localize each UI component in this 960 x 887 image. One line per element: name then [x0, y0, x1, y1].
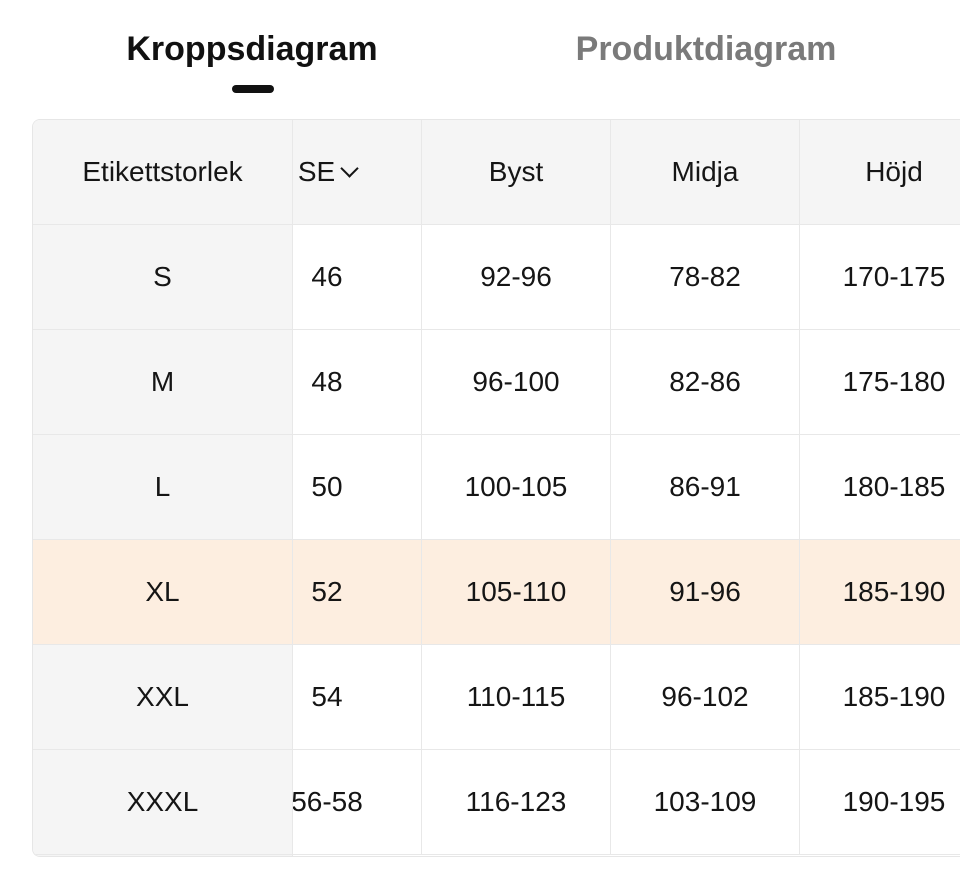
table-row: 50 100-105 86-91 180-185 — [292, 435, 960, 540]
table-cell-se: 48 — [292, 330, 422, 434]
table-cell-byst: 92-96 — [422, 225, 611, 329]
table-row: 48 96-100 82-86 175-180 — [292, 330, 960, 435]
size-label-column: Etikettstorlek S M L XL XXL XXXL — [33, 120, 293, 856]
size-label: XXL — [136, 681, 189, 712]
table-row: XXL — [33, 645, 292, 750]
header-byst: Byst — [422, 120, 611, 224]
table-row: 56-58 116-123 103-109 190-195 — [292, 750, 960, 855]
tab-product-chart[interactable]: Produktdiagram — [575, 30, 837, 68]
table-cell-se: 46 — [292, 225, 422, 329]
table-cell-midja: 96-102 — [611, 645, 800, 749]
table-row: XL — [33, 540, 292, 645]
table-cell-byst: 96-100 — [422, 330, 611, 434]
table-cell-höjd: 185-190 — [800, 540, 960, 644]
table-row: XXXL — [33, 750, 292, 855]
table-cell-höjd: 170-175 — [800, 225, 960, 329]
table-cell-se: 56-58 — [292, 750, 422, 854]
table-row: M — [33, 330, 292, 435]
table-cell-se: 50 — [292, 435, 422, 539]
table-cell-se: 52 — [292, 540, 422, 644]
table-cell-höjd: 175-180 — [800, 330, 960, 434]
table-cell-midja: 86-91 — [611, 435, 800, 539]
table-header-row: Etikettstorlek — [33, 120, 292, 225]
table-cell-byst: 100-105 — [422, 435, 611, 539]
table-cell-midja: 91-96 — [611, 540, 800, 644]
region-selector[interactable]: SE — [292, 120, 422, 224]
chevron-down-icon[interactable] — [340, 158, 359, 178]
table-cell-midja: 103-109 — [611, 750, 800, 854]
header-höjd: Höjd — [800, 120, 960, 224]
header-label: Höjd — [865, 156, 923, 187]
tab-body-chart[interactable]: Kroppsdiagram — [126, 30, 378, 68]
table-row: L — [33, 435, 292, 540]
table-cell-se: 54 — [292, 645, 422, 749]
header-size-label: Etikettstorlek — [82, 156, 243, 187]
size-label: L — [154, 471, 171, 502]
table-row: S — [33, 225, 292, 330]
table-cell-byst: 105-110 — [422, 540, 611, 644]
size-table: Etikettstorlek S M L XL XXL XXXL SE Byst Midja Hö… — [32, 119, 960, 857]
active-tab-indicator — [232, 85, 274, 93]
header-label: SE — [297, 156, 336, 187]
table-cell-höjd: 190-195 — [800, 750, 960, 854]
header-midja: Midja — [611, 120, 800, 224]
table-cell-midja: 78-82 — [611, 225, 800, 329]
table-row: 52 105-110 91-96 185-190 — [292, 540, 960, 645]
table-header-row: SE Byst Midja Höjd — [292, 120, 960, 225]
table-row: 54 110-115 96-102 185-190 — [292, 645, 960, 750]
header-label: Midja — [671, 156, 739, 187]
table-scroll-area[interactable]: SE Byst Midja Höjd 46 92-96 78-82 170-175 48 96-1… — [292, 120, 960, 856]
header-label: Byst — [488, 156, 544, 187]
size-label: S — [153, 261, 172, 292]
table-cell-höjd: 180-185 — [800, 435, 960, 539]
table-cell-höjd: 185-190 — [800, 645, 960, 749]
table-cell-byst: 116-123 — [422, 750, 611, 854]
size-label: XXXL — [126, 786, 199, 817]
size-label: M — [150, 366, 175, 397]
table-cell-byst: 110-115 — [422, 645, 611, 749]
table-row: 46 92-96 78-82 170-175 — [292, 225, 960, 330]
table-cell-midja: 82-86 — [611, 330, 800, 434]
size-label: XL — [145, 576, 180, 607]
